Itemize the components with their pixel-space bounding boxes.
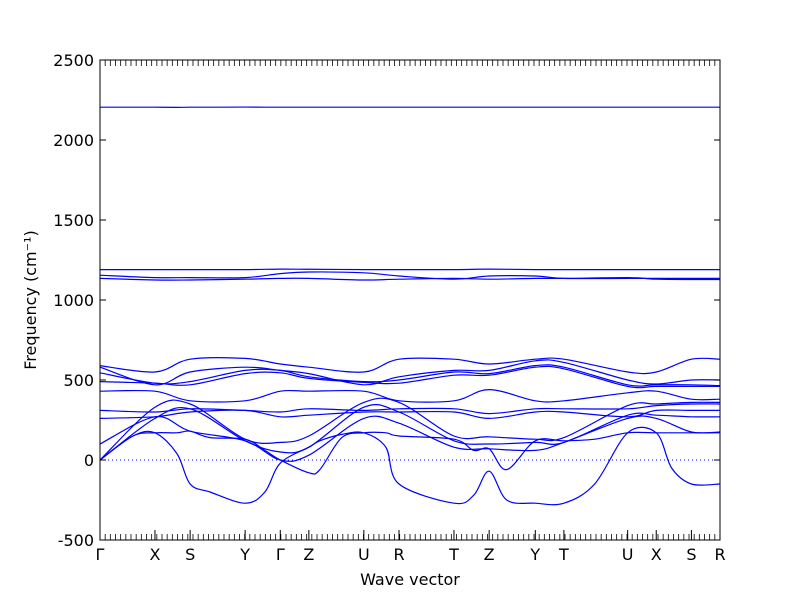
- band-line-9: [99, 388, 721, 403]
- plot-frame: [99, 59, 721, 541]
- x-tick-label: S: [686, 545, 696, 564]
- band-line-6: [99, 359, 721, 386]
- x-tick-label: Γ: [276, 545, 285, 564]
- y-tick-label: -500: [58, 531, 94, 550]
- y-tick-label: 2000: [53, 131, 94, 150]
- band-line-15: [99, 426, 721, 506]
- x-tick-label: T: [558, 545, 569, 564]
- y-tick-label: 0: [84, 451, 94, 470]
- x-tick-label: Γ: [96, 545, 105, 564]
- y-tick-label: 1500: [53, 211, 94, 230]
- y-tick-label: 500: [63, 371, 94, 390]
- band-line-2: [100, 268, 720, 271]
- x-tick-label: R: [393, 545, 404, 564]
- x-tick-label: X: [651, 545, 662, 564]
- band-line-11: [99, 409, 720, 420]
- band-line-14: [99, 415, 721, 462]
- x-tick-label: S: [185, 545, 195, 564]
- x-tick-label: U: [358, 545, 370, 564]
- x-tick-label: Y: [239, 545, 250, 564]
- x-axis-label: Wave vector: [360, 570, 460, 589]
- band-line-4: [99, 276, 721, 281]
- band-line-13: [99, 404, 721, 461]
- band-line-16: [99, 430, 720, 475]
- band-line-5: [99, 357, 721, 375]
- band-line-8: [99, 365, 720, 389]
- x-tick-label: Z: [484, 545, 495, 564]
- x-tick-label: Y: [529, 545, 540, 564]
- band-line-10: [99, 403, 721, 415]
- y-tick-label: 1000: [53, 291, 94, 310]
- band-line-7: [99, 364, 721, 387]
- x-tick-label: R: [714, 545, 725, 564]
- x-tick-label: U: [622, 545, 634, 564]
- y-axis-label: Frequency (cm⁻¹): [21, 230, 40, 369]
- x-tick-label: T: [448, 545, 459, 564]
- y-tick-label: 2500: [53, 51, 94, 70]
- band-line-12: [99, 397, 721, 461]
- x-tick-label: X: [149, 545, 160, 564]
- x-tick-label: Z: [303, 545, 314, 564]
